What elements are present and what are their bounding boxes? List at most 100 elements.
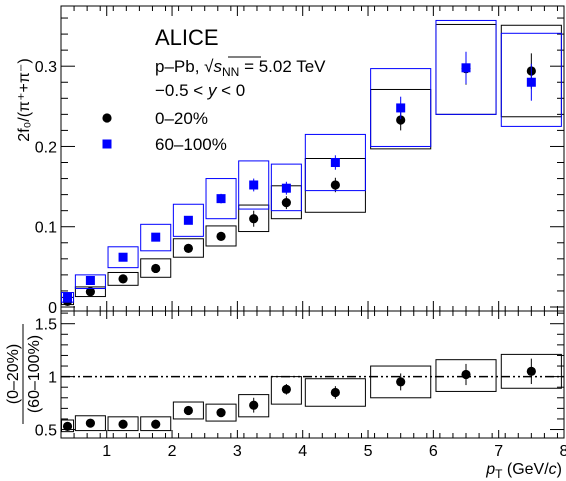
- bottom-y-axis-label-den: (60–100%): [26, 335, 43, 413]
- sys-box-60-100: [370, 68, 432, 147]
- sys-box-60-100: [74, 274, 106, 290]
- data-point-0-20: [85, 287, 95, 297]
- rapidity-label: −0.5 < y < 0: [155, 81, 245, 100]
- data-point-ratio: [281, 384, 291, 394]
- sqrt-sign: √: [204, 57, 214, 76]
- x-tick-label: 2: [168, 443, 177, 460]
- sys-box-ratio: [270, 376, 302, 405]
- legend-marker-square: [102, 139, 112, 149]
- sys-box-0-20: [107, 271, 139, 286]
- data-point-ratio: [526, 366, 536, 376]
- data-point-0-20: [330, 180, 340, 190]
- data-point-ratio: [330, 387, 340, 398]
- data-point-ratio: [396, 377, 406, 387]
- header-text: ALICE p–Pb, √sNN = 5.02 TeV −0.5 < y < 0: [155, 25, 326, 100]
- sys-box-ratio: [107, 416, 139, 432]
- legend-marker-circle: [102, 113, 112, 123]
- data-point-ratio: [118, 419, 128, 429]
- data-point-60-100: [85, 276, 95, 285]
- sys-box-0-20: [238, 204, 270, 233]
- energy-nn: NN: [222, 65, 239, 79]
- legend-label-0-20: 0–20%: [155, 109, 208, 128]
- x-axis-label-c: c: [549, 461, 557, 478]
- data-point-ratio: [62, 421, 73, 431]
- top-y-tick-label: 0.1: [35, 220, 57, 237]
- x-tick-label: 7: [494, 443, 503, 460]
- rapidity-suffix: < 0: [216, 81, 245, 100]
- energy-s: s: [214, 57, 223, 76]
- sys-box-ratio: [304, 378, 366, 407]
- data-point-0-20: [249, 214, 259, 224]
- top-y-axis-label: 2f₀/(π⁺+π⁻): [16, 58, 33, 141]
- rapidity-variable: y: [207, 81, 218, 100]
- sys-box-60-100: [140, 223, 172, 252]
- x-axis-label-sub: T: [495, 467, 503, 481]
- data-point-60-100: [249, 180, 259, 190]
- bottom-y-tick-label: 0.5: [35, 423, 57, 440]
- bottom-y-axis-label: (0–20%) (60–100%): [5, 324, 43, 424]
- data-point-0-20: [216, 231, 226, 241]
- sys-box-ratio: [172, 401, 204, 420]
- top-panel: 0 0.1 0.2 0.3 2f₀/(π⁺+π⁻): [16, 5, 565, 317]
- sys-box-ratio: [435, 359, 497, 392]
- bottom-panel: 0.5 1 1.5 1 2 3 4 5 6 7 8 (0–20%) (60–100%) pT (Ge…: [5, 310, 566, 481]
- bottom-y-tick-label: 1.5: [35, 317, 57, 334]
- sys-box-60-100: [172, 203, 204, 237]
- bottom-y-tick-label: 1: [48, 370, 57, 387]
- top-y-tick-label: 0.3: [35, 59, 57, 76]
- data-point-60-100: [183, 215, 193, 225]
- data-point-ratio: [151, 419, 161, 429]
- x-tick-label: 4: [298, 443, 307, 460]
- x-axis-label: pT (GeV/c): [485, 461, 562, 481]
- data-point-60-100: [118, 252, 128, 262]
- x-axis-label-p: p: [485, 461, 495, 478]
- sys-box-0-20: [74, 286, 106, 298]
- x-axis-label-close: ): [557, 461, 562, 478]
- data-point-60-100: [461, 63, 471, 73]
- sys-box-ratio: [500, 353, 562, 389]
- data-point-60-100: [63, 292, 73, 302]
- sys-box-60-100: [238, 160, 270, 210]
- data-point-60-100: [281, 183, 291, 193]
- top-y-tick-label: 0: [48, 300, 57, 317]
- bottom-y-axis-label-num: (0–20%): [5, 344, 22, 404]
- data-point-60-100: [396, 103, 406, 113]
- sys-box-60-100: [304, 133, 366, 192]
- collision-system-label: p–Pb, √sNN = 5.02 TeV: [155, 57, 326, 79]
- x-tick-label: 8: [560, 443, 566, 460]
- sys-box-ratio: [74, 415, 106, 432]
- data-point-0-20: [396, 115, 406, 125]
- bottom-plot-frame: [60, 310, 565, 439]
- sys-box-60-100: [270, 163, 302, 212]
- data-point-ratio: [249, 400, 259, 410]
- data-point-0-20: [281, 198, 291, 208]
- data-point-60-100: [330, 158, 340, 168]
- data-point-ratio: [461, 369, 471, 380]
- top-plot-area: 0 0.1 0.2 0.3: [35, 6, 565, 317]
- data-point-ratio: [85, 418, 95, 428]
- legend-label-60-100: 60–100%: [155, 135, 227, 154]
- x-tick-label: 6: [429, 443, 438, 460]
- data-point-ratio: [183, 405, 193, 416]
- sys-box-60-100: [500, 32, 562, 127]
- rapidity-prefix: −0.5 <: [155, 81, 208, 100]
- sys-box-ratio: [140, 416, 172, 432]
- collision-system-prefix: p–Pb,: [155, 57, 204, 76]
- sys-box-60-100: [435, 19, 497, 115]
- data-point-0-20: [183, 243, 193, 253]
- legend-entry-0-20: 0–20%: [102, 109, 208, 128]
- legend-entry-60-100: 60–100%: [102, 135, 227, 154]
- sys-box-0-20: [140, 258, 172, 278]
- x-tick-label: 1: [102, 443, 111, 460]
- x-tick-label: 5: [364, 443, 373, 460]
- top-y-tick-label: 0.2: [35, 139, 57, 156]
- data-point-60-100: [151, 232, 161, 242]
- x-axis-label-unit: (GeV/: [502, 461, 549, 478]
- experiment-label: ALICE: [155, 25, 219, 50]
- legend: 0–20% 60–100%: [102, 109, 227, 154]
- data-point-0-20: [118, 274, 128, 284]
- collision-energy: = 5.02 TeV: [239, 57, 326, 76]
- sys-box-0-20: [205, 225, 237, 247]
- sys-box-60-100: [205, 178, 237, 220]
